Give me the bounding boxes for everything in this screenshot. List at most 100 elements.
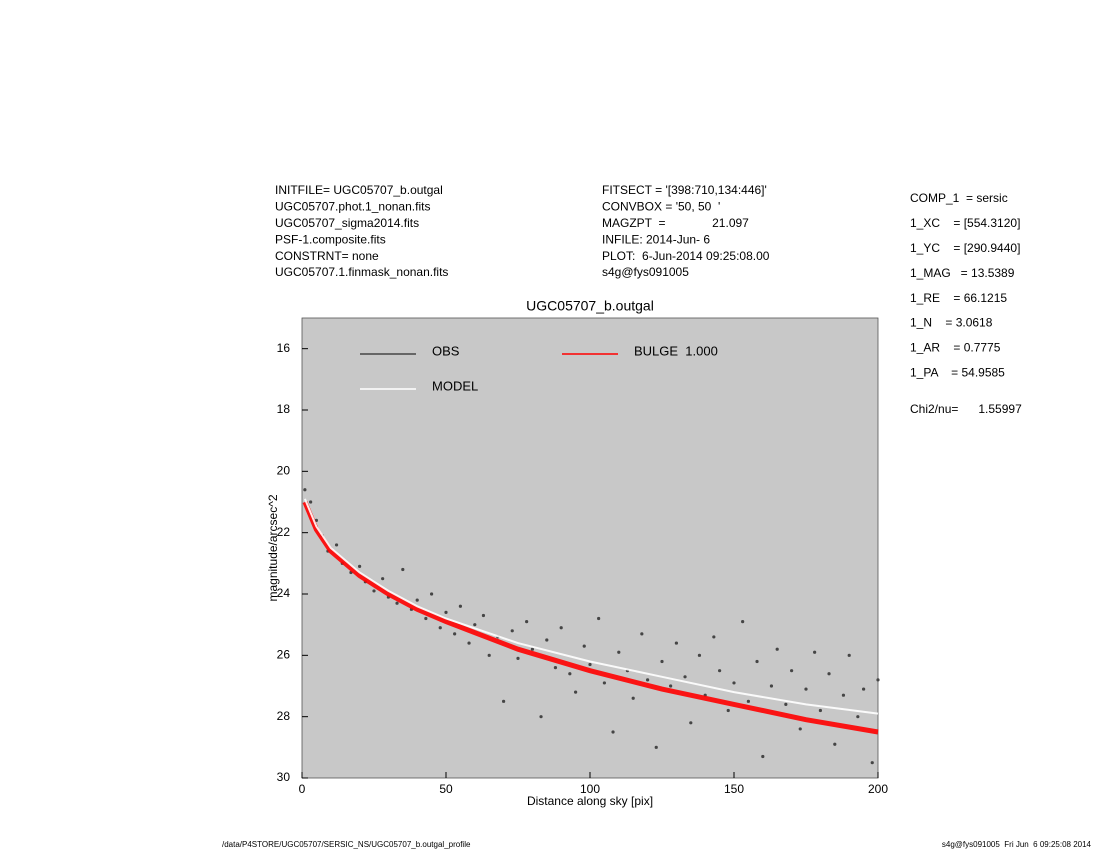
obs-point <box>372 589 376 593</box>
obs-point <box>775 647 779 651</box>
x-tick-label: 100 <box>580 782 600 796</box>
y-tick-label: 24 <box>277 586 291 600</box>
parameter: 1_N = 3.0618 <box>910 316 993 330</box>
obs-point <box>453 632 457 636</box>
obs-point <box>856 715 860 719</box>
header-line: MAGZPT = 21.097 <box>602 216 749 230</box>
obs-point <box>444 610 448 615</box>
footer-right: s4g@fys091005 Fri Jun 6 09:25:08 2014 <box>942 840 1092 849</box>
obs-point <box>640 632 644 636</box>
obs-point <box>553 666 558 670</box>
header-line: INITFILE= UGC05707_b.outgal <box>275 183 443 197</box>
parameter: 1_RE = 66.1215 <box>910 291 1007 305</box>
obs-point <box>818 708 823 713</box>
obs-point <box>804 687 808 691</box>
obs-point <box>741 620 745 624</box>
x-tick-label: 200 <box>868 782 888 796</box>
obs-point <box>510 629 514 633</box>
obs-point <box>654 745 658 749</box>
header-line: UGC05707.1.finmask_nonan.fits <box>275 265 448 279</box>
parameter: 1_XC = [554.3120] <box>910 216 1020 230</box>
model-curve <box>302 501 879 735</box>
obs-point <box>358 564 362 569</box>
header-line: CONVBOX = '50, 50 ' <box>602 200 720 214</box>
obs-point <box>841 693 846 697</box>
obs-point <box>870 761 874 765</box>
obs-point <box>769 684 774 688</box>
obs-point <box>611 730 615 734</box>
header-line: PSF-1.composite.fits <box>275 232 386 246</box>
obs-point <box>669 684 673 688</box>
obs-point <box>746 699 751 703</box>
obs-point <box>755 659 759 664</box>
chart-title: UGC05707_b.outgal <box>526 298 654 314</box>
y-tick-label: 30 <box>277 770 291 784</box>
obs-point <box>487 653 491 657</box>
obs-point <box>798 727 802 731</box>
obs-point <box>458 604 462 608</box>
legend-label: MODEL <box>432 378 478 393</box>
obs-point <box>430 592 434 596</box>
parameter: 1_MAG = 13.5389 <box>910 266 1015 280</box>
obs-point <box>631 696 635 700</box>
header-line: INFILE: 2014-Jun- 6 <box>602 232 710 246</box>
obs-point <box>674 641 679 645</box>
obs-point <box>539 715 543 719</box>
header-line: FITSECT = '[398:710,134:446]' <box>602 183 767 197</box>
obs-point <box>689 721 693 725</box>
footer-left: /data/P4STORE/UGC05707/SERSIC_NS/UGC0570… <box>222 840 471 849</box>
model-curve <box>303 498 879 715</box>
obs-point <box>588 662 592 667</box>
obs-point <box>718 669 722 673</box>
obs-point <box>726 708 730 713</box>
header-line: UGC05707_sigma2014.fits <box>275 216 419 230</box>
obs-point <box>582 644 586 648</box>
obs-point <box>876 678 880 682</box>
y-tick-label: 28 <box>277 709 291 723</box>
legend-label: BULGE 1.000 <box>634 343 718 358</box>
obs-point <box>847 653 851 657</box>
y-tick-label: 22 <box>277 525 291 539</box>
obs-point <box>862 687 866 691</box>
plot-area <box>301 317 879 779</box>
legend-label: OBS <box>432 343 460 358</box>
obs-point <box>395 601 399 605</box>
x-axis-label: Distance along sky [pix] <box>527 794 653 808</box>
y-tick-label: 18 <box>277 402 291 416</box>
obs-point <box>761 754 765 759</box>
obs-point <box>568 672 572 676</box>
parameter: 1_PA = 54.9585 <box>910 365 1005 379</box>
obs-point <box>334 543 339 547</box>
obs-point <box>646 678 650 682</box>
parameter: 1_AR = 0.7775 <box>910 341 1001 355</box>
obs-point <box>545 638 549 642</box>
y-tick-label: 16 <box>277 341 291 355</box>
parameter: COMP_1 = sersic <box>910 191 1008 205</box>
header-line: UGC05707.phot.1_nonan.fits <box>275 200 430 214</box>
obs-point <box>516 656 520 661</box>
parameter: 1_YC = [290.9440] <box>910 241 1020 255</box>
obs-point <box>683 675 687 679</box>
y-tick-label: 20 <box>277 464 291 478</box>
x-tick-label: 150 <box>724 782 744 796</box>
obs-point <box>574 690 578 694</box>
obs-point <box>467 641 471 645</box>
obs-point <box>525 620 529 624</box>
obs-point <box>473 623 477 627</box>
header-line: PLOT: 6-Jun-2014 09:25:08.00 <box>602 249 770 263</box>
x-tick-label: 0 <box>299 782 306 796</box>
obs-point <box>502 699 506 703</box>
obs-point <box>303 488 307 492</box>
obs-point <box>424 616 428 621</box>
obs-point <box>617 650 621 654</box>
obs-point <box>309 500 313 504</box>
obs-point <box>732 681 736 685</box>
y-axis-label: magnitude/arcsec^2 <box>266 494 280 601</box>
obs-point <box>415 598 419 602</box>
header-line: s4g@fys091005 <box>602 265 689 279</box>
obs-point <box>827 672 831 676</box>
obs-point <box>381 577 385 581</box>
obs-point <box>481 613 486 618</box>
obs-point <box>559 626 563 630</box>
obs-point <box>438 626 442 630</box>
